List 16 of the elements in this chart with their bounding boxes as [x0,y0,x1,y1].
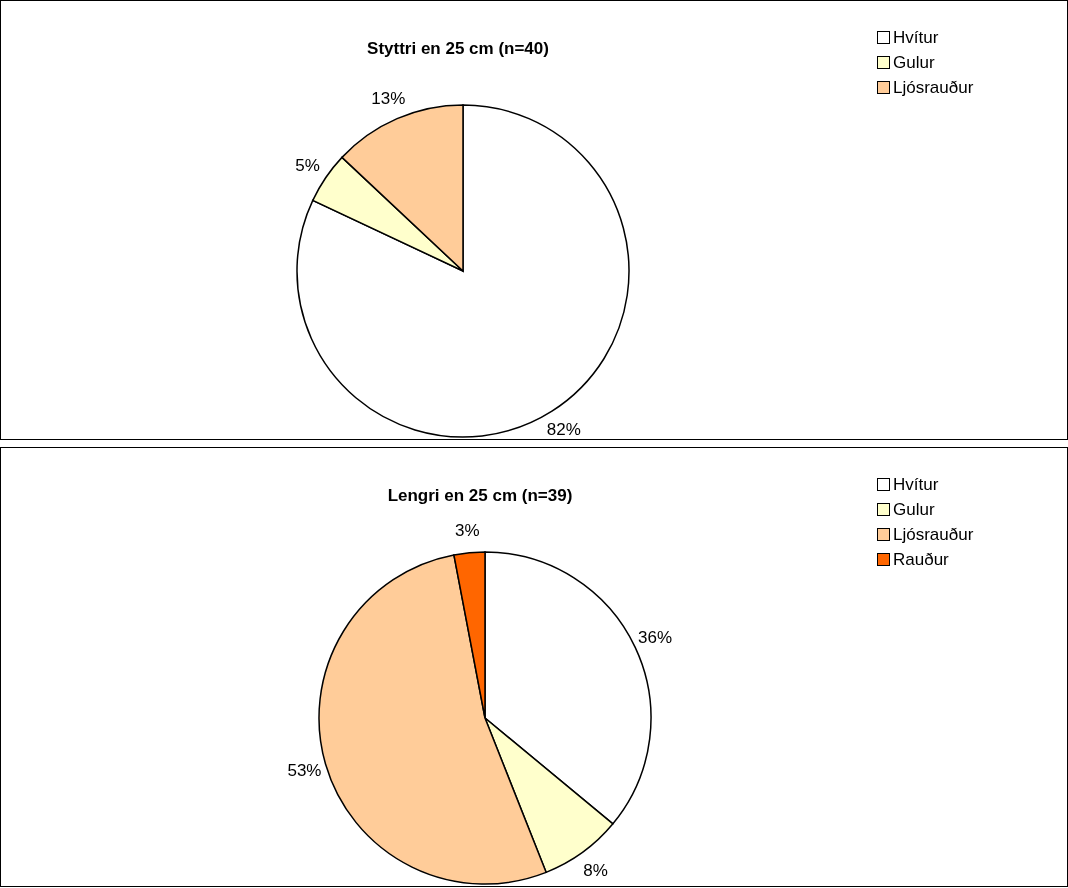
data-label: 13% [371,88,406,108]
data-label: 3% [455,521,480,541]
legend-label: Hvítur [893,474,939,495]
legend-label: Rauður [893,549,949,570]
data-label: 8% [583,860,608,880]
text: Styttri en 25 cm (n=40) [366,39,550,59]
legend-label: Gulur [893,499,935,520]
text: Lengri en 25 cm (n=39) [386,486,574,506]
legend-label: Gulur [893,52,935,73]
legend-label: Hvítur [893,27,939,48]
legend-label: Ljósrauður [893,77,974,98]
data-label: 53% [287,760,322,780]
legend-label: Ljósrauður [893,524,974,545]
data-label: 82% [546,420,581,440]
data-label: 36% [638,628,673,648]
data-label: 5% [295,155,320,175]
